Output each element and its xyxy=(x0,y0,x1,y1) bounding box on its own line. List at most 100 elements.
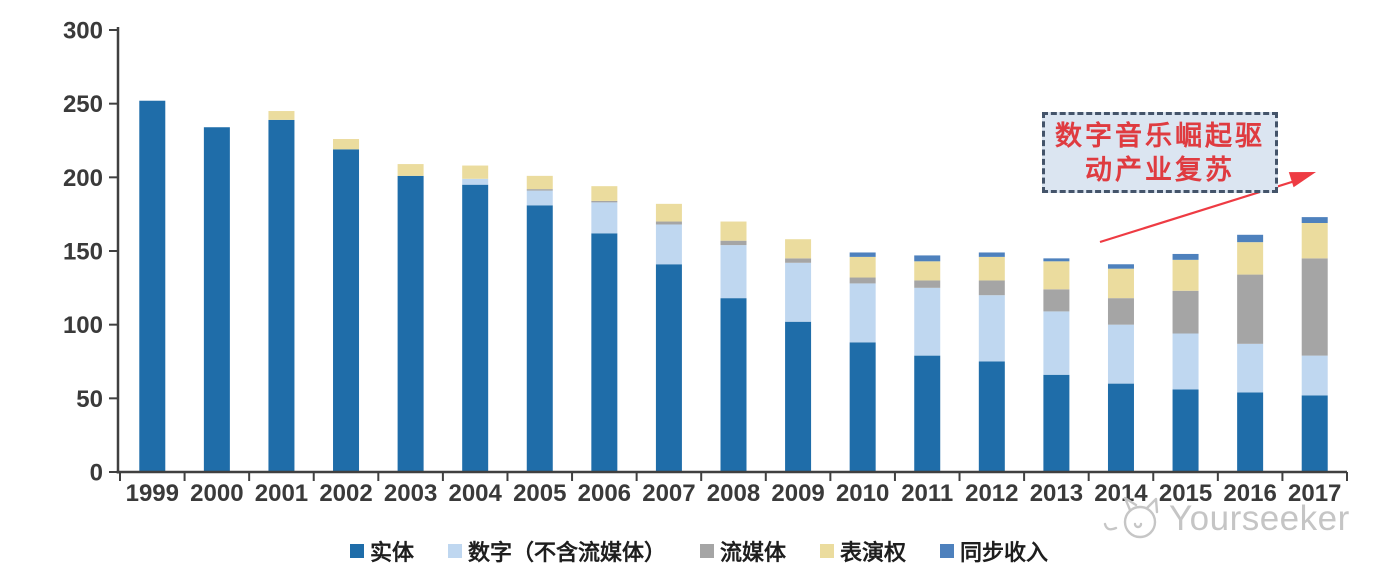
x-tick-label-2007: 2007 xyxy=(642,480,695,507)
bar-segment-2015 xyxy=(1172,389,1199,472)
legend-item-streaming: 流媒体 xyxy=(699,535,786,567)
legend-item-performance-rights: 表演权 xyxy=(820,535,906,567)
legend-item-sync: 同步收入 xyxy=(940,535,1048,567)
bar-segment-2001 xyxy=(268,119,295,472)
y-tick-label-0: 0 xyxy=(90,460,103,487)
yourseeker-logo-icon xyxy=(1103,496,1159,539)
bar-segment-2010 xyxy=(849,342,876,472)
bar-segment-2005 xyxy=(526,205,553,472)
x-tick-label-1999: 1999 xyxy=(126,480,179,507)
bar-segment-2012 xyxy=(978,280,1005,296)
x-tick-label-2006: 2006 xyxy=(578,480,631,507)
bar-segment-2017 xyxy=(1301,258,1328,356)
bar-segment-2009 xyxy=(785,258,812,263)
bar-segment-2011 xyxy=(914,287,941,356)
x-tick-label-2008: 2008 xyxy=(707,480,760,507)
bar-segment-2014 xyxy=(1107,298,1134,325)
x-tick-label-2005: 2005 xyxy=(513,480,566,507)
legend-item-digital: 数字（不含流媒体） xyxy=(447,535,666,567)
legend-swatch-streaming xyxy=(699,544,714,558)
bar-segment-2006 xyxy=(591,202,618,234)
legend-label-performance-rights: 表演权 xyxy=(840,540,907,565)
bar-segment-2009 xyxy=(785,321,812,472)
bar-segment-2007 xyxy=(655,224,682,265)
x-tick-label-2013: 2013 xyxy=(1030,480,1083,507)
legend-label-physical: 实体 xyxy=(369,540,414,565)
bar-segment-2003 xyxy=(397,175,424,473)
x-tick-label-2002: 2002 xyxy=(319,480,372,507)
x-tick-label-2001: 2001 xyxy=(255,480,308,507)
x-tick-label-2004: 2004 xyxy=(448,480,502,507)
bar-segment-2010 xyxy=(849,283,876,343)
bar-segment-2011 xyxy=(914,355,941,472)
bar-segment-2006 xyxy=(591,200,618,203)
bar-segment-2015 xyxy=(1172,333,1199,390)
bar-segment-2005 xyxy=(526,189,553,191)
x-tick-label-2016: 2016 xyxy=(1223,480,1276,507)
bar-segment-2014 xyxy=(1107,268,1134,299)
bar-segment-2015 xyxy=(1172,290,1199,334)
x-tick-label-2015: 2015 xyxy=(1159,480,1212,507)
x-tick-label-2000: 2000 xyxy=(190,480,243,507)
bar-segment-2000 xyxy=(203,127,230,473)
y-tick-label-100: 100 xyxy=(63,312,103,339)
bar-segment-2013 xyxy=(1043,311,1070,375)
legend-swatch-physical xyxy=(349,544,364,558)
bar-segment-2017 xyxy=(1301,395,1328,472)
bar-segment-2010 xyxy=(849,277,876,284)
bar-segment-2013 xyxy=(1043,289,1070,312)
bar-segment-2005 xyxy=(526,175,553,190)
bar-segment-2017 xyxy=(1301,355,1328,396)
bar-segment-2016 xyxy=(1237,242,1264,275)
bar-segment-2007 xyxy=(655,264,682,472)
legend-item-physical: 实体 xyxy=(349,535,414,567)
bar-segment-2016 xyxy=(1237,274,1264,344)
legend-label-digital: 数字（不含流媒体） xyxy=(467,540,666,565)
x-tick-label-2003: 2003 xyxy=(384,480,437,507)
bar-segment-2009 xyxy=(785,262,812,322)
bar-segment-2016 xyxy=(1237,343,1264,393)
bar-segment-2017 xyxy=(1301,217,1328,224)
bar-segment-2008 xyxy=(720,221,747,241)
annotation-text-line1: 数字音乐崛起驱 xyxy=(1055,120,1265,151)
legend-label-sync: 同步收入 xyxy=(960,540,1049,565)
x-tick-label-2011: 2011 xyxy=(901,480,953,507)
bar-segment-2014 xyxy=(1107,383,1134,472)
bar-segment-2015 xyxy=(1172,259,1199,291)
chart-legend: 实体 数字（不含流媒体） 流媒体 表演权 同步收入 xyxy=(0,535,1398,567)
bar-segment-2016 xyxy=(1237,392,1264,472)
bar-segment-2007 xyxy=(655,203,682,222)
bar-segment-2011 xyxy=(914,255,941,262)
bar-segment-2002 xyxy=(333,149,360,472)
legend-swatch-digital xyxy=(447,544,462,558)
bar-segment-2012 xyxy=(978,252,1005,257)
bar-segment-2008 xyxy=(720,245,747,299)
bar-segment-2007 xyxy=(655,221,682,225)
bar-segment-2011 xyxy=(914,261,941,281)
bar-segment-2008 xyxy=(720,298,747,472)
bar-segment-2010 xyxy=(849,252,876,257)
bar-segment-2001 xyxy=(268,111,295,120)
watermark: Yourseeker xyxy=(1102,492,1350,546)
legend-label-streaming: 流媒体 xyxy=(719,540,786,565)
bar-segment-2004 xyxy=(462,184,489,472)
y-tick-label-300: 300 xyxy=(63,18,103,45)
bar-segment-2004 xyxy=(462,178,489,185)
bar-segment-2005 xyxy=(526,190,553,206)
bar-segment-2002 xyxy=(333,139,360,150)
x-tick-label-2012: 2012 xyxy=(965,480,1018,507)
x-tick-label-2009: 2009 xyxy=(771,480,824,507)
y-tick-label-150: 150 xyxy=(63,239,103,266)
bar-segment-2017 xyxy=(1301,223,1328,259)
bar-segment-2011 xyxy=(914,280,941,288)
bar-segment-2014 xyxy=(1107,264,1134,269)
bar-segment-2004 xyxy=(462,165,489,179)
x-tick-label-2017: 2017 xyxy=(1288,480,1341,507)
bar-segment-2006 xyxy=(591,186,618,201)
y-tick-label-50: 50 xyxy=(76,386,103,413)
y-tick-label-250: 250 xyxy=(63,91,103,118)
bar-segment-2012 xyxy=(978,256,1005,281)
y-tick-label-200: 200 xyxy=(63,165,103,192)
